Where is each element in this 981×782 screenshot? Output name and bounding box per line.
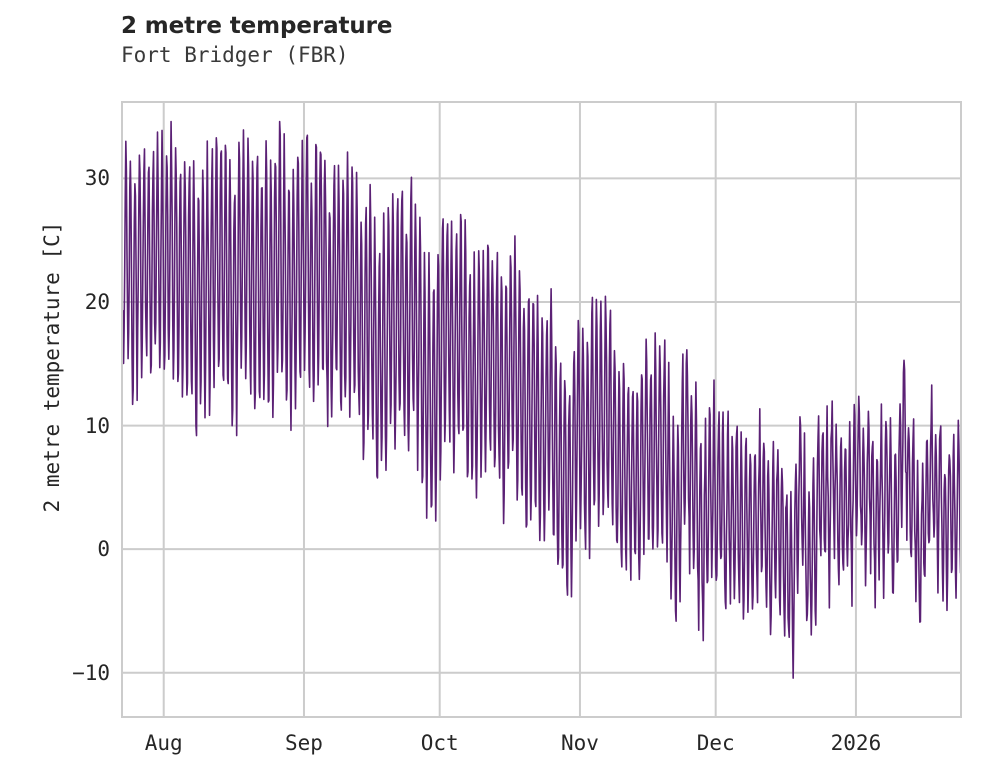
temperature-series-line: [123, 120, 960, 679]
x-tick-label: Oct: [420, 731, 459, 755]
page-title: 2 metre temperature: [121, 13, 393, 39]
x-tick-label: Aug: [144, 731, 183, 755]
y-axis-tick-labels: −10 0 10 20 30: [0, 0, 110, 782]
chart-subtitle: Fort Bridger (FBR): [121, 43, 349, 67]
y-tick-label: −10: [72, 660, 110, 685]
temperature-line-chart: [123, 103, 960, 716]
plot-area: [121, 101, 962, 718]
x-tick-label: Sep: [285, 731, 323, 755]
y-tick-label: 0: [97, 537, 110, 562]
x-tick-label: Nov: [560, 731, 599, 755]
x-tick-label: Dec: [696, 731, 735, 755]
x-tick-label: 2026: [830, 731, 882, 755]
y-tick-label: 20: [84, 289, 110, 314]
y-axis-label: 2 metre temperature [C]: [40, 221, 64, 513]
y-tick-label: 30: [84, 166, 110, 191]
y-tick-label: 10: [84, 413, 110, 438]
title-block: 2 metre temperature Fort Bridger (FBR): [121, 12, 821, 69]
grid-lines: [123, 103, 960, 716]
